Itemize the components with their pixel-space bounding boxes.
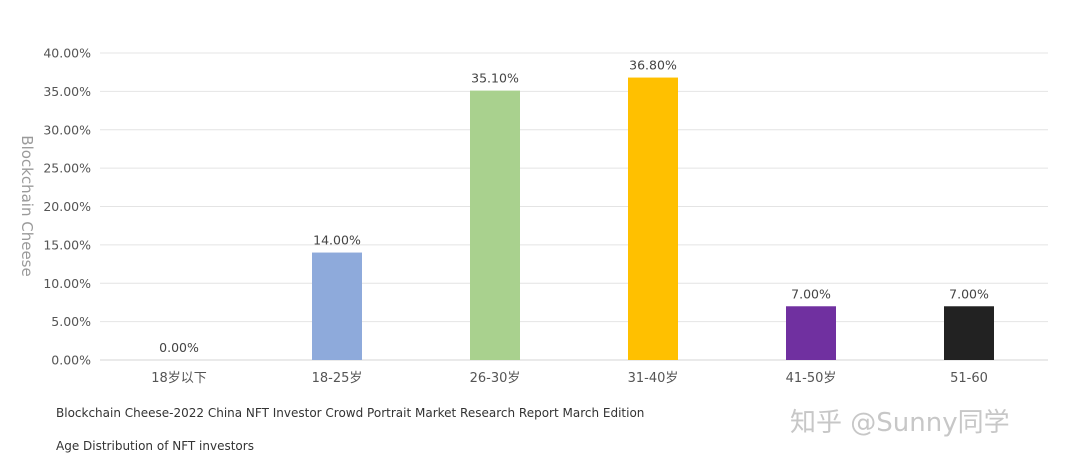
gridlines [100, 52, 1048, 361]
y-tick-label: 0.00% [51, 353, 91, 368]
y-tick-label: 35.00% [43, 84, 91, 99]
bar [944, 306, 994, 360]
data-labels: 0.00% 14.00% 35.10% 36.80% 7.00% 7.00% [159, 58, 989, 355]
data-label: 7.00% [791, 286, 831, 301]
x-category-label: 18-25岁 [312, 371, 363, 386]
y-tick-label: 30.00% [43, 122, 91, 137]
bars [312, 77, 994, 361]
watermark: 知乎 @Sunny同学 [790, 408, 1010, 438]
x-category-label: 18岁以下 [151, 371, 207, 386]
y-tick-label: 40.00% [43, 46, 91, 61]
y-tick-label: 5.00% [51, 314, 91, 329]
bar [470, 90, 520, 361]
bar-chart: 0.00% 5.00% 10.00% 15.00% 20.00% 25.00% 30.00%… [18, 46, 1048, 386]
data-label: 7.00% [949, 286, 989, 301]
data-label: 14.00% [313, 233, 361, 248]
data-label: 0.00% [159, 340, 199, 355]
x-category-label: 26-30岁 [470, 371, 521, 386]
chart-caption: Age Distribution of NFT investors [56, 439, 254, 453]
y-axis-ticks: 0.00% 5.00% 10.00% 15.00% 20.00% 25.00% 30.00%… [43, 46, 91, 368]
bar [312, 252, 362, 360]
x-axis-categories: 18岁以下 18-25岁 26-30岁 31-40岁 41-50岁 51-60 [151, 371, 988, 386]
bar [628, 77, 678, 360]
y-axis-title: Blockchain Cheese [18, 135, 36, 276]
y-tick-label: 25.00% [43, 161, 91, 176]
x-category-label: 51-60 [950, 371, 988, 386]
y-tick-label: 20.00% [43, 199, 91, 214]
bar [786, 306, 836, 360]
source-note: Blockchain Cheese-2022 China NFT Investo… [56, 406, 645, 420]
x-category-label: 31-40岁 [628, 371, 679, 386]
x-category-label: 41-50岁 [786, 371, 837, 386]
data-label: 36.80% [629, 58, 677, 73]
data-label: 35.10% [471, 71, 519, 86]
y-tick-label: 15.00% [43, 237, 91, 252]
y-tick-label: 10.00% [43, 276, 91, 291]
